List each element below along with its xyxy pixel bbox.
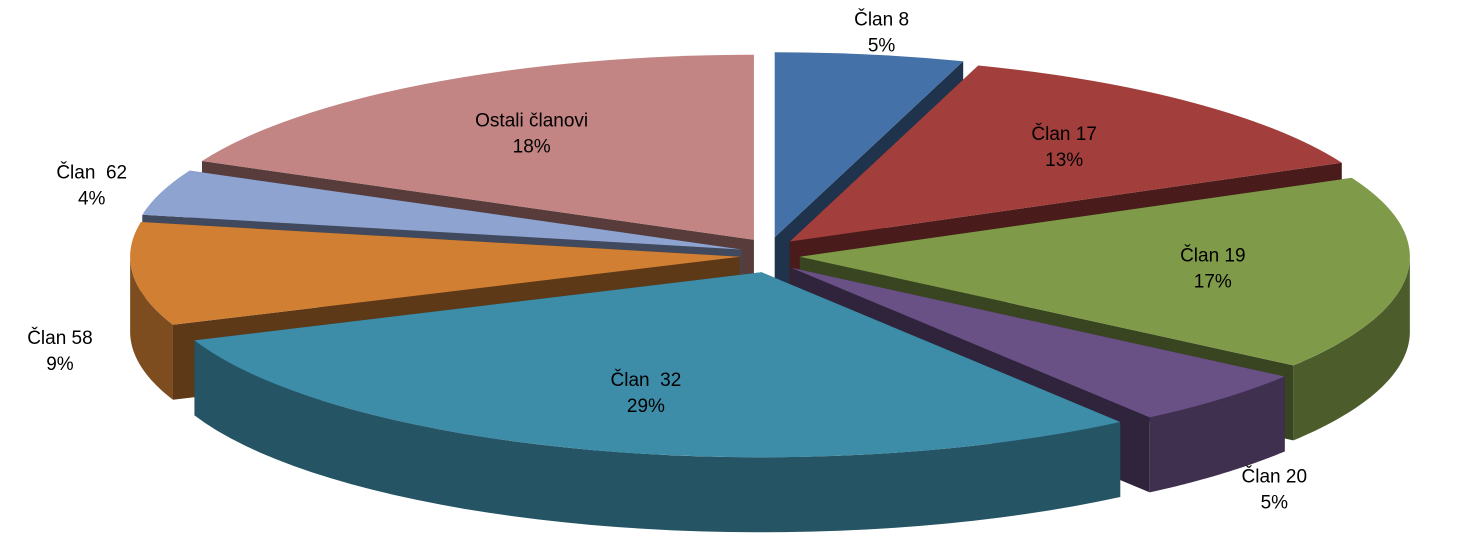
slice [130,222,741,325]
slice [194,272,1121,458]
slice [789,65,1342,242]
slice-side [1293,256,1410,441]
slice-value-label: 18% [513,137,551,158]
slice-value-label: 5% [868,36,896,57]
slice [799,177,1410,366]
slice [201,54,754,240]
slice-value-label: 9% [46,354,74,375]
slice-side [1149,376,1285,493]
slice [791,267,1285,418]
slice-label: Član 58 [27,327,93,349]
slice-side [194,340,1121,533]
slice-value-label: 17% [1194,272,1232,293]
slice [142,170,742,250]
slice-group [194,272,1121,533]
slice-value-label: 13% [1045,150,1083,171]
slice-label: Član 19 [1180,245,1246,267]
slice-value-label: 29% [627,396,665,417]
slice-label: Član 8 [854,9,909,31]
slice-label: Ostali članovi [475,111,588,132]
slice-label: Član 17 [1031,123,1097,145]
slice-value-label: 4% [78,188,106,209]
slice [774,52,964,238]
slice-value-label: 5% [1261,492,1289,513]
slice-label: Član 20 [1242,465,1308,487]
slice-label: Član 32 [611,369,682,391]
slice-label: Član 62 [56,161,127,183]
slice-side [130,256,173,400]
